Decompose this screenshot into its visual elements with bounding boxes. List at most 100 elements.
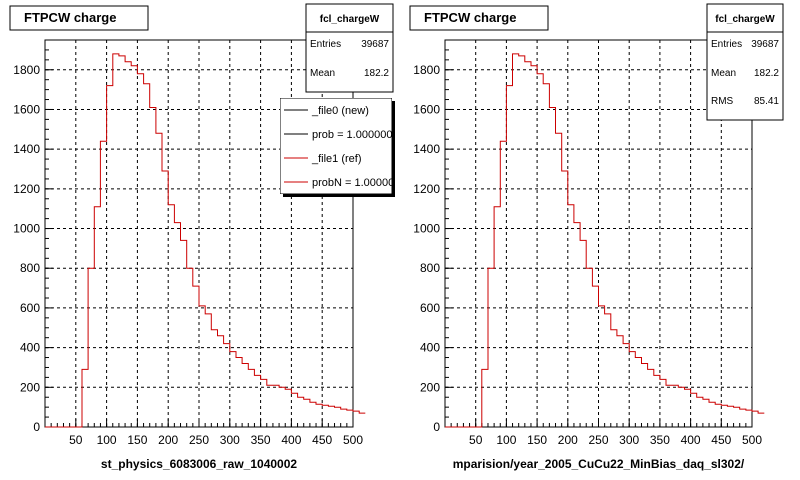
legend-box xyxy=(280,98,392,194)
histogram-bin xyxy=(599,306,605,427)
histogram-bin xyxy=(623,344,629,427)
histogram-bin xyxy=(254,375,260,427)
histogram-bin xyxy=(605,314,611,427)
histogram-bin xyxy=(654,375,660,427)
histogram-bin xyxy=(482,369,488,427)
histogram-bin xyxy=(150,107,156,427)
y-tick-label: 1800 xyxy=(413,63,440,77)
histogram-bin xyxy=(156,133,162,427)
histogram-bin xyxy=(94,207,100,427)
histogram-bin xyxy=(193,286,199,427)
x-tick-label: 250 xyxy=(588,433,608,447)
histogram-bin xyxy=(629,352,635,427)
histogram-bin xyxy=(291,393,297,427)
histogram-bin xyxy=(543,84,549,427)
stats-value: 182.2 xyxy=(364,68,389,79)
x-tick-label: 350 xyxy=(251,433,271,447)
histogram-bin xyxy=(100,141,106,427)
histogram-bin xyxy=(224,344,230,427)
y-tick-label: 1000 xyxy=(13,222,40,236)
x-axis-label: st_physics_6083006_raw_1040002 xyxy=(101,457,297,471)
histogram-bin xyxy=(205,314,211,427)
x-tick-label: 50 xyxy=(469,433,483,447)
histogram-bin xyxy=(304,399,310,427)
y-tick-label: 0 xyxy=(433,420,440,434)
histogram-bin xyxy=(740,409,746,427)
histogram-bin xyxy=(666,385,672,427)
x-tick-label: 300 xyxy=(619,433,639,447)
y-tick-label: 1200 xyxy=(413,182,440,196)
chart-title: FTPCW charge xyxy=(424,10,516,25)
legend-label: _file1 (ref) xyxy=(311,153,362,165)
histogram-bin xyxy=(248,369,254,427)
y-tick-label: 1000 xyxy=(413,222,440,236)
histogram-bin xyxy=(273,385,279,427)
histogram-bin xyxy=(549,107,555,427)
y-tick-label: 1200 xyxy=(13,182,40,196)
stats-box xyxy=(305,3,394,93)
histogram-series xyxy=(45,53,366,428)
histogram-bin xyxy=(328,406,334,427)
y-tick-label: 0 xyxy=(33,420,40,434)
stats-box xyxy=(706,3,784,121)
histogram-panel-2: 0 200 400 600 800 1000 1200 1400 1600 1800 50 100 15… xyxy=(409,3,784,471)
stats-name: fcl_chargeW xyxy=(320,14,380,25)
y-tick-label: 400 xyxy=(20,341,40,355)
histogram-bin xyxy=(562,171,568,427)
histogram-bin xyxy=(525,62,531,427)
histogram-bin xyxy=(131,66,137,427)
histogram-bin xyxy=(648,369,654,427)
histogram-bin xyxy=(298,397,304,427)
x-tick-label: 350 xyxy=(650,433,670,447)
histogram-bin xyxy=(672,385,678,427)
chart-title: FTPCW charge xyxy=(24,10,116,25)
x-tick-label: 400 xyxy=(281,433,301,447)
histogram-bin xyxy=(709,402,715,427)
x-tick-label: 150 xyxy=(127,433,147,447)
histogram-bin xyxy=(199,306,205,427)
stats-label: Entries xyxy=(310,39,341,50)
x-tick-label: 50 xyxy=(69,433,83,447)
histogram-bin xyxy=(641,363,647,427)
histogram-bin xyxy=(347,410,353,427)
stats-label: Entries xyxy=(711,39,742,50)
histogram-bin xyxy=(746,410,752,427)
x-tick-label: 200 xyxy=(158,433,178,447)
histogram-bin xyxy=(568,205,574,427)
histogram-bin xyxy=(556,133,562,427)
y-tick-label: 1600 xyxy=(13,102,40,116)
x-tick-label: 100 xyxy=(97,433,117,447)
x-tick-label: 250 xyxy=(189,433,209,447)
stats-value: 39687 xyxy=(751,39,779,50)
x-tick-label: 150 xyxy=(527,433,547,447)
histogram-bin xyxy=(236,358,242,427)
x-tick-label: 200 xyxy=(558,433,578,447)
histogram-bin xyxy=(519,56,525,427)
y-tick-label: 800 xyxy=(20,261,40,275)
histogram-bin xyxy=(341,409,347,427)
histogram-bin xyxy=(660,379,666,427)
histogram-bin xyxy=(691,393,697,427)
histogram-bin xyxy=(353,411,359,427)
x-tick-label: 300 xyxy=(220,433,240,447)
y-tick-label: 800 xyxy=(420,261,440,275)
histogram-bin xyxy=(721,405,727,427)
y-tick-label: 1800 xyxy=(13,63,40,77)
stats-value: 39687 xyxy=(361,39,389,50)
histogram-bin xyxy=(537,74,543,427)
histogram-bin xyxy=(144,84,150,427)
histogram-bin xyxy=(684,389,690,427)
histogram-bin xyxy=(335,407,341,427)
legend-label: _file0 (new) xyxy=(311,105,369,117)
legend-label: prob = 1.000000 xyxy=(312,129,392,141)
y-tick-label: 200 xyxy=(20,380,40,394)
stats-name: fcl_chargeW xyxy=(715,14,775,25)
stats-label: Mean xyxy=(711,68,736,79)
x-tick-label: 500 xyxy=(742,433,762,447)
x-axis-label: mparision/year_2005_CuCu22_MinBias_daq_s… xyxy=(453,457,745,471)
histogram-bin xyxy=(285,389,291,427)
x-tick-label: 500 xyxy=(343,433,363,447)
histogram-bin xyxy=(531,66,537,427)
y-tick-label: 200 xyxy=(420,380,440,394)
